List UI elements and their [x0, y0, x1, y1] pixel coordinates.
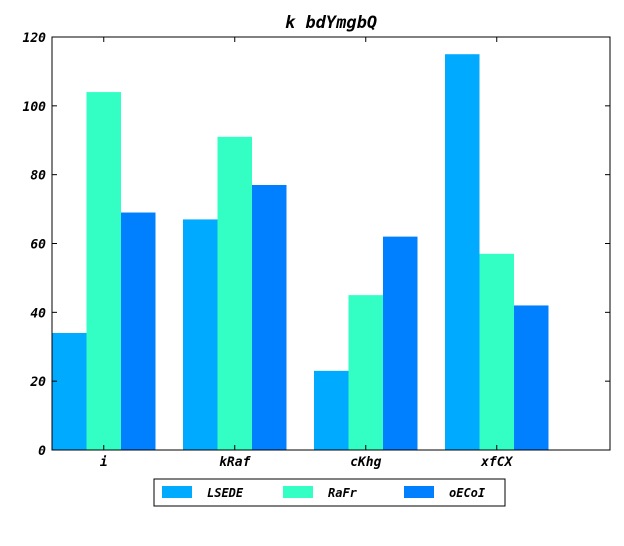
bar-oECoI-xfCX [514, 305, 549, 450]
x-tick-label: xfCX [480, 455, 513, 470]
x-tick-label: kRaf [219, 455, 251, 470]
legend-label-LSEDE: LSEDE [207, 486, 244, 500]
bar-RaFr-xfCX [479, 253, 514, 450]
y-tick-label: 0 [38, 444, 46, 459]
legend-box [153, 478, 506, 507]
legend-swatch-RaFr [283, 486, 313, 498]
bar-LSEDE-kRaf [183, 219, 218, 450]
legend: LSEDE RaFr oECoI [153, 478, 506, 507]
bar-RaFr-kRaf [217, 136, 252, 450]
y-tick-label: 120 [23, 31, 47, 46]
x-tick-label: i [100, 455, 108, 470]
legend-label-RaFr: RaFr [328, 486, 358, 500]
bar-RaFr-cKhg [348, 295, 383, 450]
bar-LSEDE-i [52, 332, 87, 450]
bar-LSEDE-cKhg [314, 370, 349, 450]
legend-swatch-oECoI [404, 486, 434, 498]
x-tick-label: cKhg [350, 455, 381, 470]
bar-oECoI-cKhg [383, 236, 418, 450]
bar-oECoI-kRaf [252, 184, 287, 450]
legend-swatch-LSEDE [162, 486, 192, 498]
y-tick-label: 100 [23, 100, 47, 115]
legend-label-oECoI: oECoI [449, 486, 486, 500]
bar-RaFr-i [86, 92, 121, 451]
y-tick-label: 20 [29, 375, 46, 390]
bar-LSEDE-xfCX [445, 54, 480, 450]
y-tick-label: 80 [30, 169, 46, 184]
chart-title: k bdYmgbQ [285, 13, 377, 33]
y-tick-label: 40 [30, 306, 46, 321]
bar-oECoI-i [121, 212, 156, 450]
y-tick-label: 60 [30, 238, 46, 253]
